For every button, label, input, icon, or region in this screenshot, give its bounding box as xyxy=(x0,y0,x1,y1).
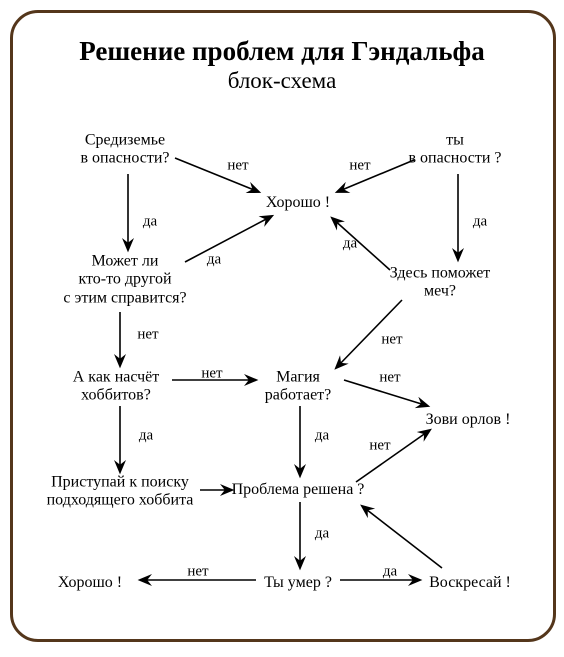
edge-label-8: нет xyxy=(201,366,222,383)
edge-label-9: нет xyxy=(379,370,400,387)
node-n_good1: Хорошо ! xyxy=(266,194,330,212)
node-n_good2: Хорошо ! xyxy=(58,574,122,592)
edge-label-4: да xyxy=(207,252,221,269)
node-n_hobbits: А как насчёт хоббитов? xyxy=(73,369,160,406)
node-n_someone: Может ли кто-то другой с этим справится? xyxy=(63,252,186,307)
edge-label-10: да xyxy=(139,428,153,445)
page: Решение проблем для Гэндальфа блок-схема… xyxy=(0,0,564,657)
edge-label-14: да xyxy=(315,526,329,543)
node-n_resurrect: Воскресай ! xyxy=(429,574,511,592)
edge-label-1: нет xyxy=(349,158,370,175)
node-n_you: ты в опасности ? xyxy=(408,132,501,169)
edge-label-0: нет xyxy=(227,158,248,175)
node-n_dead: Ты умер ? xyxy=(264,574,332,592)
node-n_eagles: Зови орлов ! xyxy=(426,411,511,429)
edge-label-6: нет xyxy=(137,327,158,344)
node-n_magic: Магия работает? xyxy=(265,369,332,406)
edge-label-11: да xyxy=(315,428,329,445)
edge-label-13: нет xyxy=(369,438,390,455)
node-n_middleearth: Средиземье в опасности? xyxy=(80,132,169,169)
title: Решение проблем для Гэндальфа xyxy=(0,36,564,67)
node-n_sword: Здесь поможет меч? xyxy=(390,265,491,302)
subtitle: блок-схема xyxy=(0,68,564,94)
edge-label-5: да xyxy=(343,236,357,253)
edge-label-16: да xyxy=(383,564,397,581)
edge-label-15: нет xyxy=(187,564,208,581)
node-n_solved: Проблема решена ? xyxy=(232,481,365,499)
edge-label-2: да xyxy=(143,214,157,231)
edge-label-7: нет xyxy=(381,332,402,349)
node-n_search: Приступай к поиску подходящего хоббита xyxy=(47,474,194,511)
edge-label-3: да xyxy=(473,214,487,231)
frame xyxy=(10,10,556,642)
